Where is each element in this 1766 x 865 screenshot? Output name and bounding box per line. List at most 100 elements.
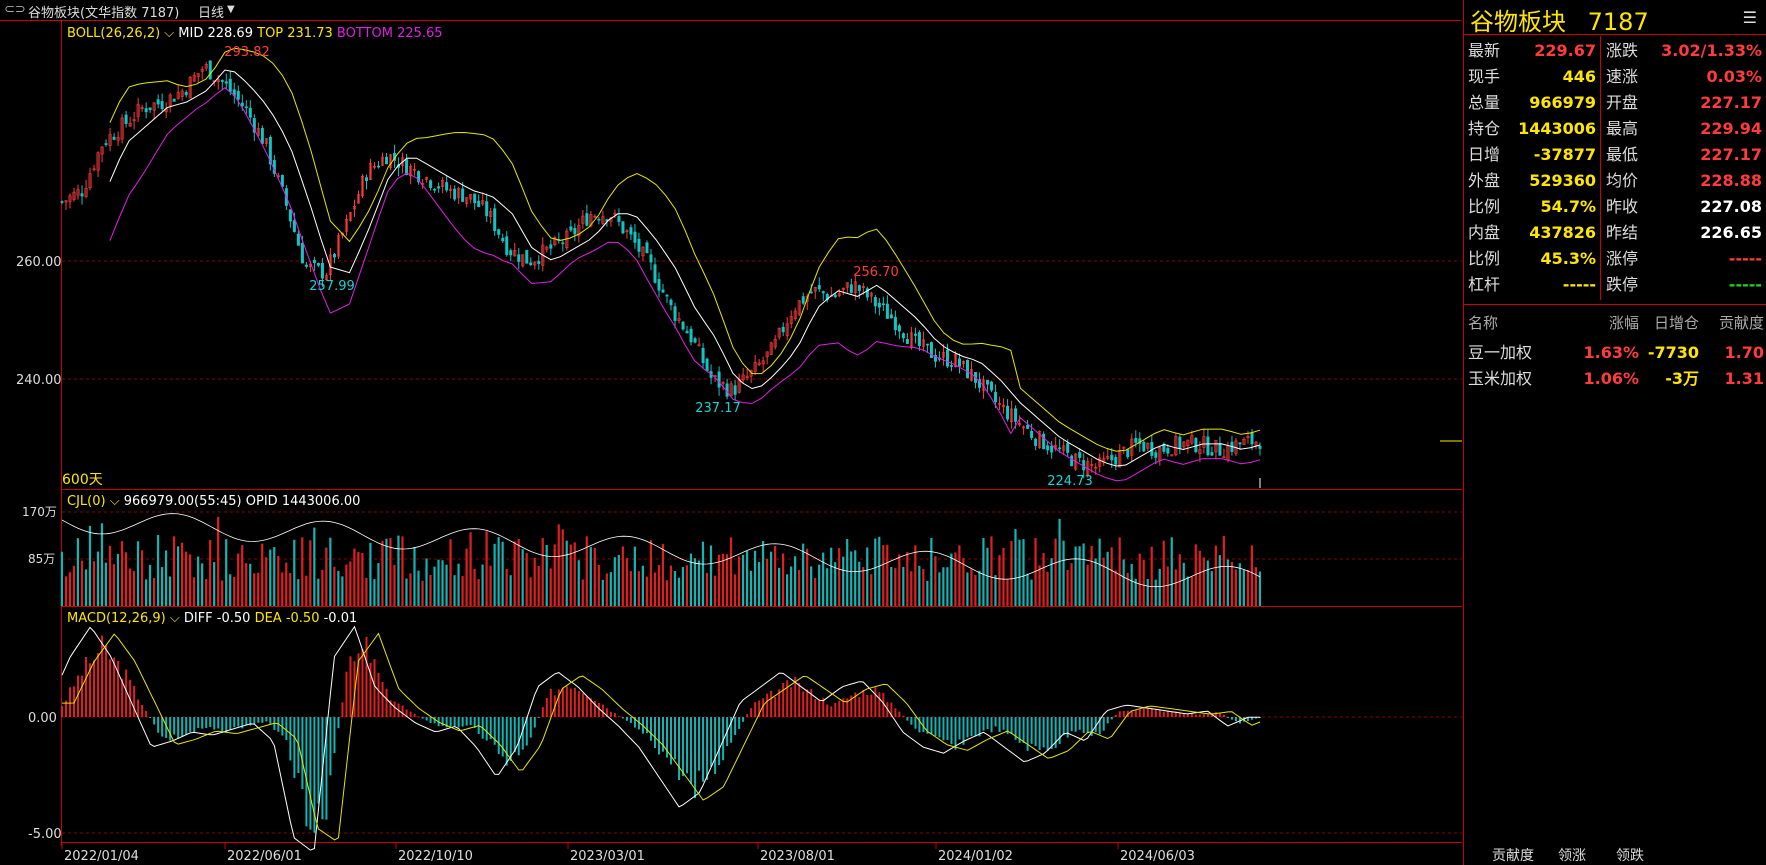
macd-bar — [561, 687, 564, 717]
volume-bar — [465, 548, 468, 606]
members-col-contrib: 贡献度 — [1718, 314, 1764, 332]
macd-bar — [874, 687, 877, 717]
candle-body — [617, 216, 621, 222]
volume-bar — [717, 554, 721, 606]
macd-bar — [225, 717, 228, 733]
volume-bar — [1126, 572, 1129, 606]
quote-row: 内盘 437826 昨结 226.65 — [1464, 220, 1766, 246]
candle-body — [369, 163, 373, 180]
macd-bar — [429, 717, 432, 723]
volume-bar — [297, 579, 300, 606]
macd-diff: DIFF -0.50 — [184, 611, 251, 626]
macd-bar — [109, 659, 112, 717]
candle-body — [741, 374, 745, 381]
opid-line — [61, 513, 1261, 588]
candle-body — [132, 119, 136, 122]
volume-bar — [1002, 547, 1005, 606]
quote-col-divider — [1600, 36, 1601, 300]
candle-body — [897, 325, 901, 332]
macd-tick-0: 0.00 — [28, 711, 57, 726]
candle-body — [693, 338, 697, 343]
macd-bar — [1062, 717, 1065, 736]
price-annotation: 256.70 — [853, 265, 899, 280]
volume-bar — [613, 557, 616, 606]
member-row[interactable]: 玉米加权 1.06% -3万 1.31 — [1464, 366, 1766, 392]
macd-bar — [525, 717, 528, 746]
macd-bar — [353, 661, 356, 717]
candle-body — [92, 168, 96, 171]
macd-bar — [1178, 712, 1181, 717]
candle-body — [905, 339, 909, 344]
macd-bar — [533, 717, 536, 728]
macd-bar — [846, 698, 849, 717]
link-icon[interactable]: ⊂⊃ — [4, 2, 26, 17]
volume-bar — [553, 544, 556, 606]
date-axis: 2022/01/04 2022/06/01 2022/10/10 2023/03/01… — [61, 843, 1195, 864]
quote-value: 227.17 — [1700, 93, 1762, 112]
volume-bar — [1098, 538, 1101, 606]
quote-value: 0.03% — [1706, 67, 1762, 86]
volume-bar — [156, 534, 160, 606]
candle-body — [457, 188, 461, 198]
volume-header[interactable]: CJL(0) ⌵ 966979.00(55:45) OPID 1443006.0… — [67, 494, 360, 509]
boll-header[interactable]: BOLL(26,26,2) ⌵ MID 228.69 TOP 231.73 BO… — [67, 26, 443, 41]
volume-bar — [112, 564, 116, 606]
macd-bar — [345, 671, 348, 717]
candle-body — [320, 262, 324, 279]
macd-bar — [1054, 717, 1057, 748]
macd-bar — [1066, 717, 1069, 738]
quote-value: 226.65 — [1700, 223, 1762, 242]
macd-bar — [1226, 717, 1229, 718]
macd-header[interactable]: MACD(12,26,9) ⌵ DIFF -0.50 DEA -0.50 -0.… — [67, 611, 357, 626]
candle-body — [473, 193, 477, 204]
volume-bar — [1222, 536, 1225, 606]
candle-body — [529, 262, 533, 266]
macd-bar — [213, 717, 216, 730]
macd-bar — [1234, 717, 1237, 722]
macd-chevron-icon: ⌵ — [166, 611, 184, 626]
volume-bar — [653, 572, 656, 606]
volume-bar — [1206, 560, 1209, 606]
volume-bar — [413, 546, 416, 606]
macd-bar — [85, 656, 88, 717]
macd-bar — [698, 717, 701, 771]
candle-body — [753, 362, 757, 372]
tab-leading-down[interactable]: 领跌 — [1616, 848, 1644, 864]
volume-bar — [617, 554, 620, 606]
volume-bar — [862, 567, 865, 606]
volume-bar — [389, 538, 392, 606]
macd-bar — [529, 717, 532, 738]
volume-bar — [245, 563, 248, 606]
chevron-down-icon[interactable]: ▼ — [227, 4, 235, 15]
macd-bar — [541, 707, 544, 717]
candle-body — [881, 303, 885, 306]
macd-bar — [181, 717, 184, 736]
volume-bar — [569, 544, 572, 606]
candle-body — [104, 143, 108, 145]
main-chart[interactable]: 260.00 240.00 170万 85万 0.00 -5.00 2022/0… — [0, 0, 1462, 865]
macd-bar — [662, 717, 665, 752]
candle-body — [677, 318, 681, 321]
macd-bar — [333, 717, 336, 754]
macd-bar — [798, 683, 801, 717]
tab-contribution[interactable]: 贡献度 — [1492, 848, 1534, 864]
volume-bar — [96, 551, 100, 606]
macd-bar — [1122, 711, 1125, 717]
macd-bar — [65, 700, 68, 717]
period-selector[interactable]: 日线 — [198, 6, 225, 21]
price-annotation: 257.99 — [309, 279, 355, 294]
date-tick: 2023/03/01 — [570, 849, 645, 864]
candle-body — [152, 102, 156, 111]
candle-body — [1194, 437, 1198, 453]
volume-bar — [329, 537, 332, 606]
bottom-tabs: 贡献度 领涨 领跌 — [1462, 843, 1766, 865]
volume-bar — [461, 576, 464, 606]
macd-bar — [141, 704, 144, 717]
candle-body — [1026, 424, 1030, 429]
member-row[interactable]: 豆一加权 1.63% -7730 1.70 — [1464, 340, 1766, 366]
volume-bar — [798, 569, 801, 606]
tab-leading-up[interactable]: 领涨 — [1558, 848, 1586, 864]
macd-bar — [629, 717, 632, 723]
volume-bar — [289, 573, 292, 606]
menu-icon[interactable]: ☰ — [1742, 8, 1757, 27]
